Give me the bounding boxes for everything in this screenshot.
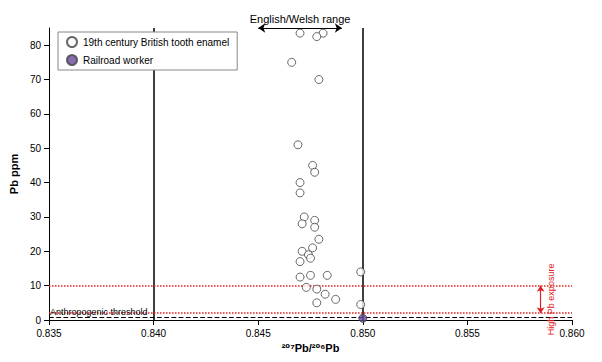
svg-text:10: 10 [30, 280, 42, 291]
svg-text:0.845: 0.845 [246, 328, 271, 339]
svg-text:Pb ppm: Pb ppm [8, 154, 20, 195]
svg-text:0.850: 0.850 [350, 328, 375, 339]
svg-text:0.860: 0.860 [559, 328, 584, 339]
svg-text:0.840: 0.840 [141, 328, 166, 339]
svg-text:30: 30 [30, 211, 42, 222]
svg-text:70: 70 [30, 74, 42, 85]
svg-text:English/Welsh range: English/Welsh range [250, 13, 351, 25]
svg-text:20: 20 [30, 246, 42, 257]
svg-text:19th century British tooth ena: 19th century British tooth enamel [83, 37, 229, 48]
svg-text:²⁰⁷Pb/²⁰⁶Pb: ²⁰⁷Pb/²⁰⁶Pb [282, 342, 340, 354]
svg-text:High Pb exposure: High Pb exposure [546, 264, 556, 336]
svg-text:0.855: 0.855 [455, 328, 480, 339]
svg-text:0.835: 0.835 [37, 328, 62, 339]
svg-text:Railroad worker: Railroad worker [83, 55, 154, 66]
svg-text:Anthropogenic threshold: Anthropogenic threshold [50, 307, 148, 317]
svg-text:40: 40 [30, 177, 42, 188]
svg-text:60: 60 [30, 108, 42, 119]
svg-text:50: 50 [30, 143, 42, 154]
svg-text:80: 80 [30, 40, 42, 51]
svg-text:0: 0 [35, 315, 41, 326]
